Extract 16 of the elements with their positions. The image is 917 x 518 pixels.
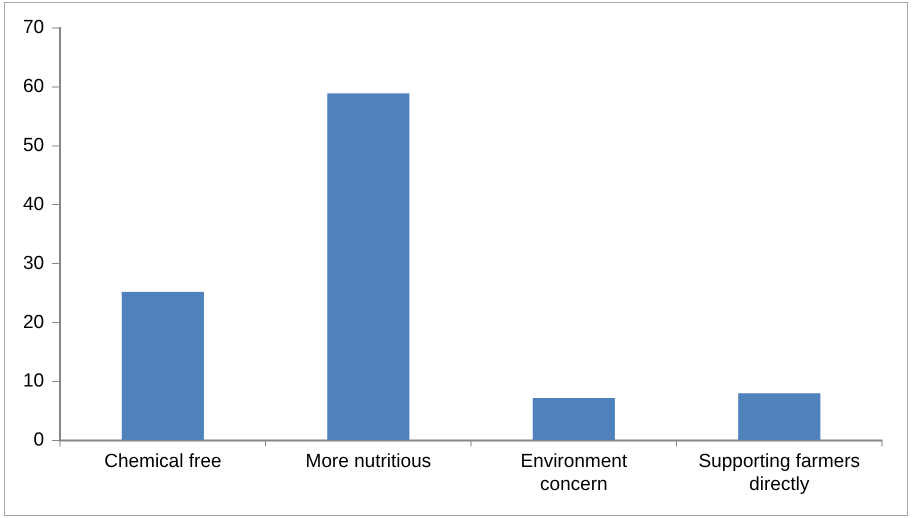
y-tick-label: 20 (22, 312, 44, 333)
y-tick-label: 0 (34, 430, 44, 451)
bar (122, 292, 204, 440)
y-tick-label: 40 (22, 194, 44, 215)
x-tick-label: Supporting farmers directly (698, 451, 860, 495)
bar (532, 398, 615, 440)
x-tick-label: Environment concern (520, 451, 628, 495)
y-tick-label: 10 (22, 370, 44, 392)
y-tick-label: 50 (22, 135, 44, 156)
y-tick-label: 70 (22, 17, 44, 38)
y-tick-label: 30 (22, 252, 44, 274)
x-tick-label: Chemical free (104, 451, 222, 472)
y-tick-label: 60 (22, 76, 44, 98)
x-tick-label: More nutritious (306, 451, 432, 472)
bar (738, 393, 820, 440)
bar (327, 93, 410, 440)
